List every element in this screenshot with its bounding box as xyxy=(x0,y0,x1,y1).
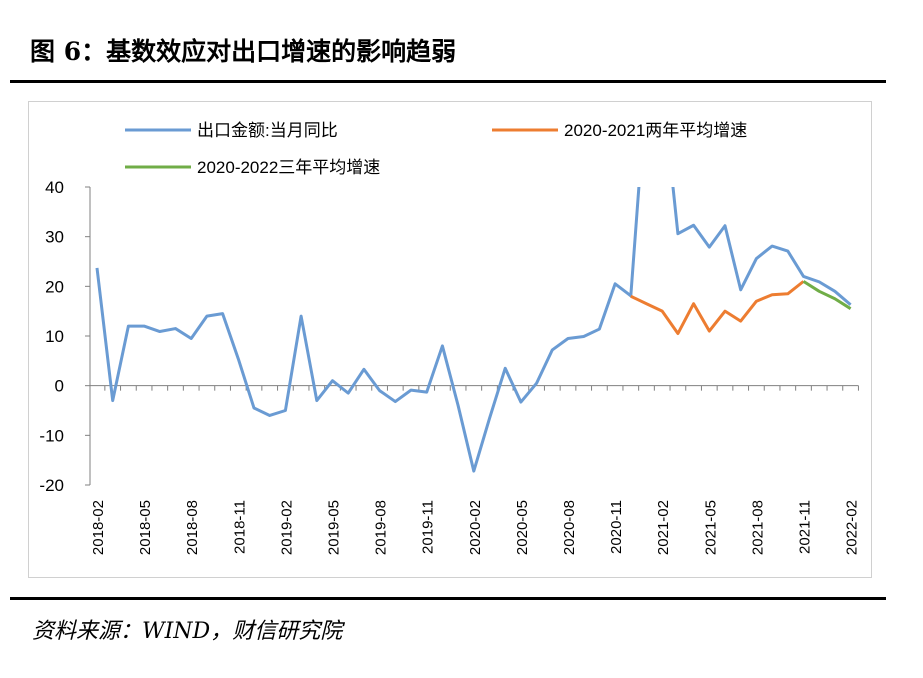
y-tick-label: 0 xyxy=(55,377,64,396)
y-tick-label: -10 xyxy=(39,426,64,445)
rule xyxy=(10,597,886,600)
series-line xyxy=(802,280,852,310)
legend-label: 2020-2021两年平均增速 xyxy=(564,121,747,140)
y-tick-label: 20 xyxy=(45,277,64,296)
y-tick-label: 10 xyxy=(45,327,64,346)
x-tick-label: 2019-02 xyxy=(278,500,295,555)
x-tick-label: 2019-05 xyxy=(326,500,343,555)
x-tick-label: 2020-11 xyxy=(608,500,625,554)
y-tick-label: -20 xyxy=(39,476,64,495)
x-tick-label: 2020-05 xyxy=(514,500,531,555)
x-tick-label: 2021-02 xyxy=(655,500,672,555)
chart: -20 -10 0 10 20 30 40 2018-02 2018-05 2018-08 2018… xyxy=(39,121,861,555)
x-tick-label: 2021-11 xyxy=(797,500,814,554)
y-tick-label: 40 xyxy=(45,178,64,197)
legend-label: 出口金额:当月同比 xyxy=(197,121,338,140)
series-line xyxy=(95,187,852,473)
x-tick-label: 2019-11 xyxy=(420,500,437,554)
series-line xyxy=(630,280,805,336)
x-tick-label: 2021-08 xyxy=(749,500,766,555)
y-tick-label: 30 xyxy=(45,228,64,247)
x-tick-label: 2018-08 xyxy=(184,500,201,555)
chart-frame xyxy=(28,101,872,578)
x-tick-label: 2020-02 xyxy=(467,500,484,555)
x-tick-label: 2018-11 xyxy=(231,500,248,554)
x-tick-label: 2020-08 xyxy=(561,500,578,555)
x-tick-label: 2021-05 xyxy=(702,500,719,555)
x-tick-label: 2022-02 xyxy=(844,500,861,555)
x-tick-label: 2018-05 xyxy=(137,500,154,555)
legend-label: 2020-2022三年平均增速 xyxy=(197,158,380,177)
x-tick-label: 2018-02 xyxy=(90,500,107,555)
rule xyxy=(10,80,886,83)
title: 图 6：基数效应对出口增速的影响趋弱 xyxy=(30,37,456,66)
x-tick-label: 2019-08 xyxy=(373,500,390,555)
source: 资料来源：WIND，财信研究院 xyxy=(32,619,345,644)
